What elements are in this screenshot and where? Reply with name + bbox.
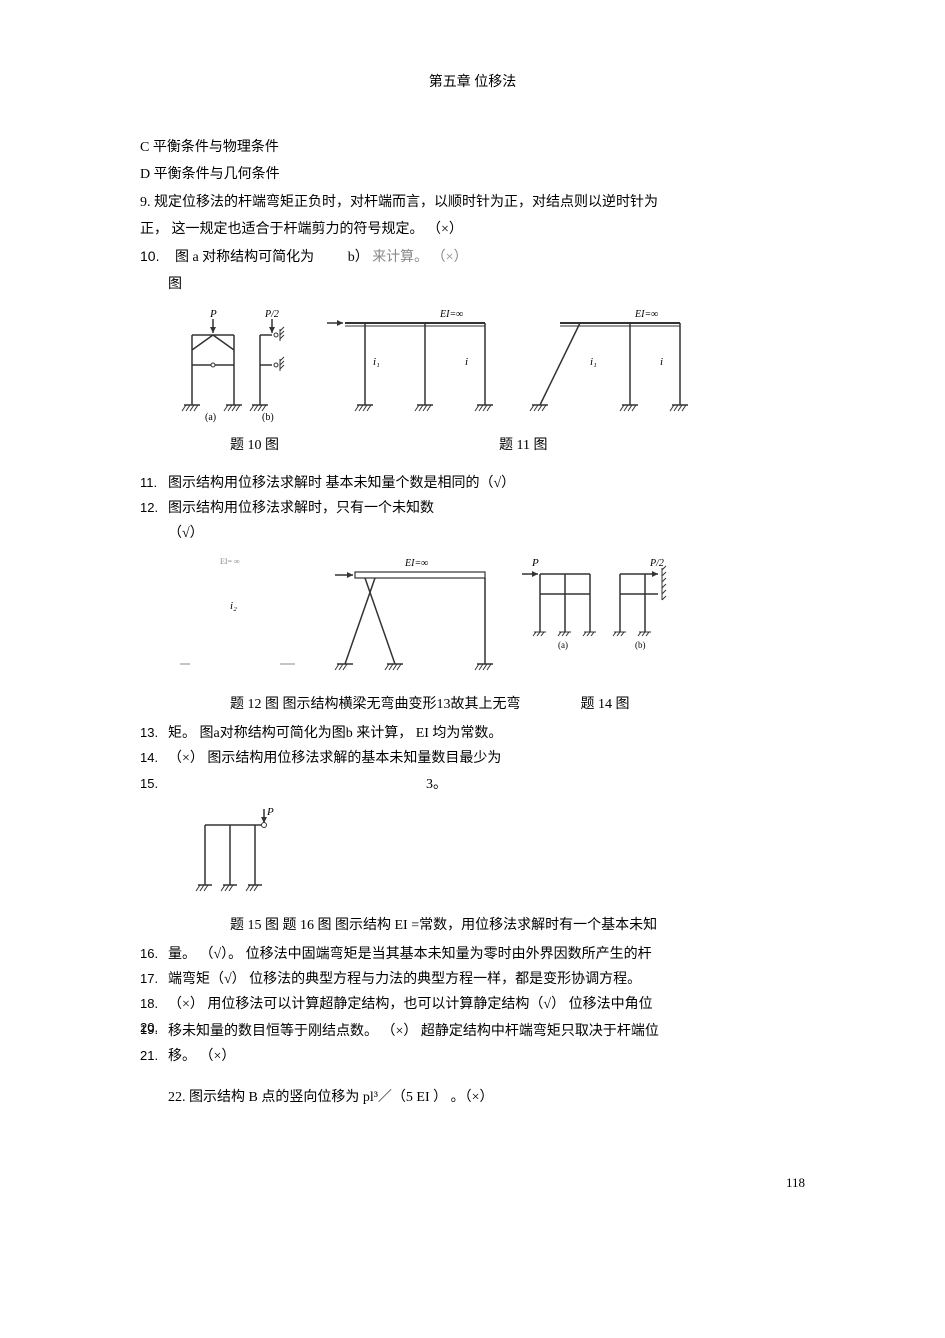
fig13-ei: EI=∞ <box>404 558 428 569</box>
fig11b-i1: i₁ <box>590 356 597 368</box>
q15-text: 3。 <box>168 772 805 797</box>
q14-text: （×） 图示结构用位移法求解的基本未知量数目最少为 <box>168 746 805 771</box>
caption-12-13: 题 12 图 图示结构横梁无弯曲变形13故其上无弯 <box>230 692 521 717</box>
q12-check: （√） <box>168 521 805 546</box>
fig11a-svg: EI=∞ i₁ i <box>325 305 505 425</box>
fig12-i2: i₂ <box>230 600 237 612</box>
fig10-a-label: (a) <box>205 412 216 423</box>
fig14-b-label: (b) <box>635 640 646 650</box>
figure-13: EI=∞ <box>325 554 505 684</box>
q12-row: 12. 图示结构用位移法求解时，只有一个未知数 <box>140 496 805 521</box>
figure-14: P (a) P/2 <box>520 554 680 654</box>
fig12-svg: EI= ∞ i₂ <box>160 554 310 684</box>
page-number: 118 <box>140 1171 805 1194</box>
fig11b-i: i <box>660 356 663 368</box>
caption-15: 题 15 图 题 16 图 图示结构 EI =常数，用位移法求解时有一个基本未知 <box>230 913 805 938</box>
q17-row: 17. 端弯矩（√） 位移法的典型方程与力法的典型方程一样，都是变形协调方程。 <box>140 967 805 992</box>
fig11a-i1: i₁ <box>373 356 380 368</box>
q20-text: 移未知量的数目恒等于刚结点数。 （×） 超静定结构中杆端弯矩只取决于杆端位 <box>168 1019 805 1044</box>
q21-text: 移。 （×） <box>168 1044 805 1069</box>
fig14-p2: P/2 <box>649 558 664 569</box>
q13-row: 13. 矩。 图a对称结构可简化为图b 来计算， EI 均为常数。 <box>140 721 805 746</box>
q10-num: 10. <box>140 248 159 264</box>
q13-num: 13. <box>140 721 168 744</box>
figure-10: P (a) <box>180 305 310 425</box>
q12-text: 图示结构用位移法求解时，只有一个未知数 <box>168 496 805 521</box>
fig14-svg: P (a) P/2 <box>520 554 680 654</box>
q11-text: 图示结构用位移法求解时 基本未知量个数是相同的（√） <box>168 471 805 496</box>
caption-11: 题 11 图 <box>499 433 547 458</box>
q9-line2: 正， 这一规定也适合于杆端剪力的符号规定。 （×） <box>140 217 805 242</box>
fig10-p-label: P <box>209 308 217 320</box>
q16-num: 16. <box>140 942 168 965</box>
q10-text-a: 图 a 对称结构可简化为 <box>175 250 314 265</box>
figure-11a: EI=∞ i₁ i <box>325 305 505 425</box>
q22-text: 22. 图示结构 B 点的竖向位移为 pl³／（5 EI ） 。（×） <box>168 1085 805 1110</box>
q20-num: 20. <box>140 1019 168 1037</box>
fig13-svg: EI=∞ <box>325 554 505 684</box>
caption-14: 题 14 图 <box>581 692 630 717</box>
fig11b-ei: EI=∞ <box>634 309 658 320</box>
figure-12: EI= ∞ i₂ <box>160 554 310 684</box>
q15-num: 15. <box>140 772 168 795</box>
fig14-p: P <box>531 557 539 569</box>
q17-text: 端弯矩（√） 位移法的典型方程与力法的典型方程一样，都是变形协调方程。 <box>168 967 805 992</box>
option-c: C 平衡条件与物理条件 <box>140 135 805 160</box>
fig11a-ei: EI=∞ <box>439 309 463 320</box>
figure-11b: EI=∞ i₁ i <box>520 305 700 425</box>
figure-15: P <box>190 805 805 905</box>
captions-10-11: 题 10 图 题 11 图 <box>140 433 805 458</box>
q20-row: 20. 移未知量的数目恒等于刚结点数。 （×） 超静定结构中杆端弯矩只取决于杆端… <box>140 1019 805 1044</box>
caption-10: 题 10 图 <box>230 433 279 458</box>
fig15-p: P <box>266 806 274 818</box>
q13-text: 矩。 图a对称结构可简化为图b 来计算， EI 均为常数。 <box>168 721 805 746</box>
fig15-svg: P <box>190 805 300 905</box>
figures-row-12-14: EI= ∞ i₂ EI=∞ <box>160 554 805 684</box>
figures-row-10-11: P (a) <box>180 305 805 425</box>
q18-num: 18. <box>140 992 168 1015</box>
q15-row: 15. 3。 <box>140 772 805 797</box>
q10-text-c: 来计算。 （×） <box>372 250 467 265</box>
q9-line1: 9. 规定位移法的杆端弯矩正负时，对杆端而言，以顺时针为正，对结点则以逆时针为 <box>140 190 805 215</box>
q11-row: 11. 图示结构用位移法求解时 基本未知量个数是相同的（√） <box>140 471 805 496</box>
q12-num: 12. <box>140 496 168 519</box>
q21-row: 21. 移。 （×） <box>140 1044 805 1069</box>
q10-line: 10. 图 a 对称结构可简化为 b） 来计算。 （×） <box>140 244 805 270</box>
chapter-header: 第五章 位移法 <box>140 70 805 95</box>
fig10-p2-label: P/2 <box>264 309 279 320</box>
q14-num: 14. <box>140 746 168 769</box>
q10-line2: 图 <box>168 272 805 297</box>
fig10-b-label: (b) <box>262 412 274 423</box>
fig11a-supports <box>355 405 493 411</box>
q18-text: （×） 用位移法可以计算超静定结构，也可以计算静定结构（√） 位移法中角位 <box>168 992 805 1017</box>
option-d: D 平衡条件与几何条件 <box>140 162 805 187</box>
q11-num: 11. <box>140 471 168 494</box>
q17-num: 17. <box>140 967 168 990</box>
fig10-svg: P (a) <box>180 305 310 425</box>
svg-text:EI= ∞: EI= ∞ <box>220 557 240 566</box>
fig11b-svg: EI=∞ i₁ i <box>520 305 700 425</box>
q18-row: 18. （×） 用位移法可以计算超静定结构，也可以计算静定结构（√） 位移法中角… <box>140 992 805 1017</box>
fig14-a-label: (a) <box>558 640 568 650</box>
q21-num: 21. <box>140 1044 168 1067</box>
fig11a-i: i <box>465 356 468 368</box>
captions-12-14: 题 12 图 图示结构横梁无弯曲变形13故其上无弯 题 14 图 <box>140 692 805 717</box>
q16-text: 量。 （√）。 位移法中固端弯矩是当其基本未知量为零时由外界因数所产生的杆 <box>168 942 805 967</box>
q16-row: 16. 量。 （√）。 位移法中固端弯矩是当其基本未知量为零时由外界因数所产生的… <box>140 942 805 967</box>
q14-row: 14. （×） 图示结构用位移法求解的基本未知量数目最少为 <box>140 746 805 771</box>
q10-text-b: b） <box>348 250 369 265</box>
